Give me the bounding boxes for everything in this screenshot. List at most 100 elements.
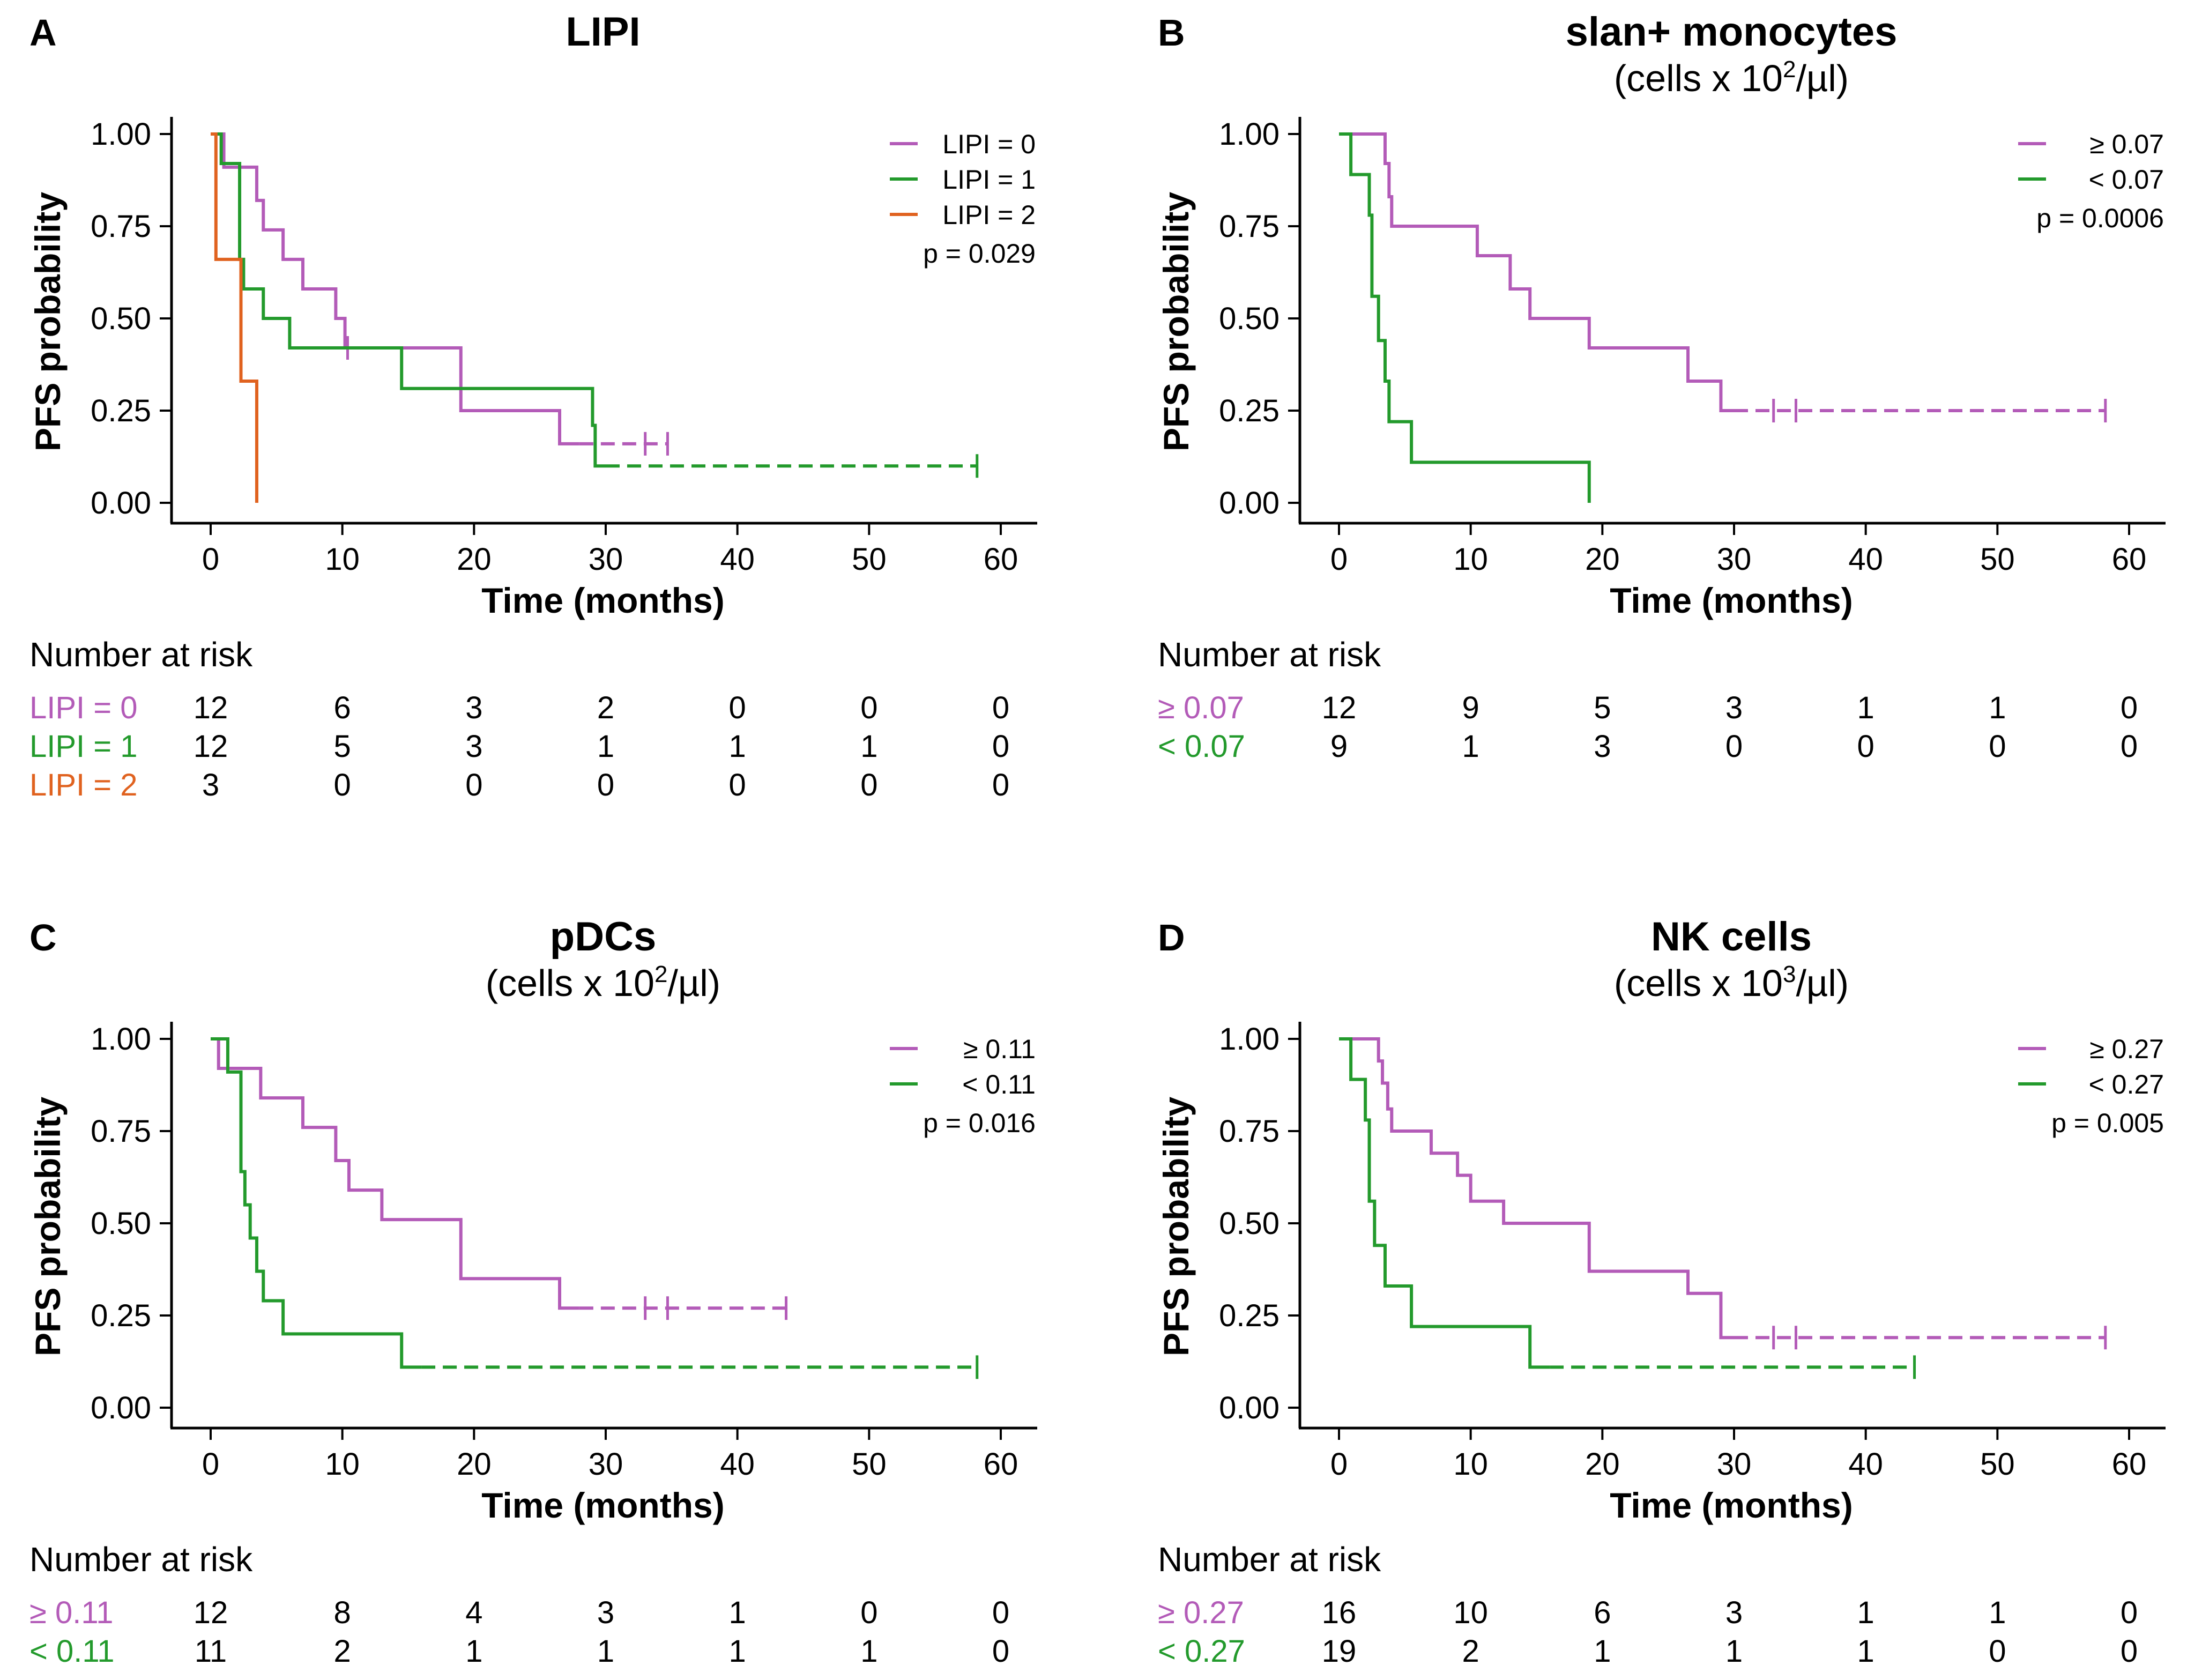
km-curve-c-0 — [211, 1037, 579, 1310]
risk-row-label: ≥ 0.27 — [1158, 1595, 1244, 1630]
chart-subtitle: (cells x 102/µl) — [1614, 56, 1849, 99]
risk-row-label: ≥ 0.07 — [1158, 690, 1244, 725]
risk-count: 3 — [1725, 1595, 1743, 1630]
km-series — [1339, 132, 1591, 503]
subtitle-exponent: 2 — [1783, 56, 1796, 83]
risk-count: 0 — [992, 1634, 1009, 1669]
risk-count: 1 — [1989, 690, 2006, 725]
y-tick-label: 1.00 — [91, 1022, 151, 1057]
risk-count: 19 — [1322, 1634, 1357, 1669]
x-axis-title: Time (months) — [481, 1485, 724, 1525]
panel-d: D NK cells(cells x 103/µl)0.000.250.500.7… — [1156, 914, 2166, 1669]
y-tick-label: 0.50 — [91, 301, 151, 336]
legend-label: ≥ 0.27 — [2089, 1034, 2164, 1064]
risk-count: 1 — [1857, 1634, 1874, 1669]
risk-count: 0 — [992, 690, 1009, 725]
x-tick-label: 40 — [1848, 542, 1883, 577]
p-value: p = 0.005 — [2051, 1108, 2164, 1138]
y-tick-label: 0.00 — [91, 486, 151, 521]
y-tick-label: 0.25 — [91, 1298, 151, 1333]
risk-count: 1 — [1857, 1595, 1874, 1630]
legend-label: LIPI = 0 — [942, 129, 1036, 159]
x-tick-label: 10 — [325, 1447, 360, 1482]
risk-count: 0 — [860, 768, 877, 802]
risk-count: 0 — [2121, 690, 2138, 725]
risk-count: 2 — [1462, 1634, 1479, 1669]
risk-count: 1 — [597, 1634, 614, 1669]
risk-count: 1 — [1725, 1634, 1743, 1669]
y-axis-title: PFS probability — [1156, 1097, 1196, 1356]
panel-letter: C — [29, 917, 57, 958]
x-tick-label: 30 — [1717, 542, 1752, 577]
risk-count: 12 — [1322, 690, 1357, 725]
risk-count: 1 — [597, 729, 614, 764]
km-series — [1339, 132, 2107, 422]
risk-count: 1 — [729, 1595, 746, 1630]
risk-count: 0 — [597, 768, 614, 802]
km-curve-c-1 — [211, 1037, 422, 1369]
x-tick-label: 30 — [589, 1447, 623, 1482]
km-series — [211, 132, 669, 456]
risk-row-label: ≥ 0.11 — [29, 1595, 114, 1630]
x-axis-title: Time (months) — [1610, 581, 1853, 620]
subtitle-unit: /µl) — [667, 962, 720, 1004]
risk-count: 0 — [992, 1595, 1009, 1630]
risk-row-label: < 0.27 — [1158, 1634, 1245, 1669]
y-tick-label: 0.25 — [91, 393, 151, 428]
risk-count: 12 — [194, 1595, 228, 1630]
km-series — [1339, 1037, 2107, 1350]
legend-label: < 0.07 — [2089, 165, 2164, 195]
risk-count: 3 — [597, 1595, 614, 1630]
risk-count: 0 — [992, 768, 1009, 802]
km-curve-d-0 — [1339, 1037, 1734, 1340]
risk-count: 6 — [1594, 1595, 1611, 1630]
risk-count: 6 — [334, 690, 351, 725]
risk-count: 0 — [2121, 729, 2138, 764]
risk-count: 1 — [465, 1634, 482, 1669]
risk-count: 5 — [1594, 690, 1611, 725]
risk-row-label: < 0.11 — [29, 1634, 115, 1669]
risk-count: 9 — [1462, 690, 1479, 725]
risk-count: 10 — [1453, 1595, 1488, 1630]
y-tick-label: 0.75 — [1219, 1114, 1280, 1149]
y-tick-label: 0.50 — [1219, 301, 1280, 336]
x-tick-label: 0 — [202, 542, 219, 577]
risk-count: 1 — [729, 1634, 746, 1669]
risk-count: 11 — [195, 1634, 227, 1669]
y-axis-title: PFS probability — [28, 1097, 68, 1356]
risk-count: 16 — [1322, 1595, 1357, 1630]
panel-letter: D — [1158, 917, 1185, 958]
risk-count: 0 — [465, 768, 482, 802]
risk-count: 1 — [860, 1634, 877, 1669]
subtitle-exponent: 3 — [1783, 961, 1796, 987]
km-series — [211, 132, 979, 478]
km-curve-b-0 — [1339, 132, 1734, 412]
x-tick-label: 30 — [589, 542, 623, 577]
x-axis-title: Time (months) — [1610, 1485, 1853, 1525]
p-value: p = 0.029 — [923, 239, 1036, 269]
risk-count: 2 — [597, 690, 614, 725]
risk-count: 2 — [334, 1634, 351, 1669]
y-tick-label: 0.25 — [1219, 1298, 1280, 1333]
risk-count: 3 — [465, 729, 482, 764]
risk-row-label: LIPI = 1 — [29, 729, 138, 764]
risk-table-title: Number at risk — [1158, 1540, 1381, 1579]
km-curve-d-1 — [1339, 1037, 1550, 1369]
x-tick-label: 20 — [457, 542, 492, 577]
legend-label: < 0.27 — [2089, 1069, 2164, 1099]
risk-count: 0 — [860, 690, 877, 725]
y-tick-label: 0.75 — [91, 1114, 151, 1149]
x-tick-label: 50 — [852, 542, 887, 577]
subtitle-unit: /µl) — [1796, 962, 1849, 1004]
chart-title: slan+ monocytes — [1566, 9, 1898, 55]
y-tick-label: 1.00 — [1219, 1022, 1280, 1057]
subtitle-unit: /µl) — [1796, 57, 1849, 99]
risk-count: 1 — [1989, 1595, 2006, 1630]
chart-subtitle: (cells x 102/µl) — [486, 961, 720, 1004]
y-axis-title: PFS probability — [1156, 192, 1196, 451]
risk-count: 9 — [1330, 729, 1348, 764]
legend-label: ≥ 0.11 — [963, 1034, 1036, 1064]
x-tick-label: 20 — [1585, 1447, 1620, 1482]
